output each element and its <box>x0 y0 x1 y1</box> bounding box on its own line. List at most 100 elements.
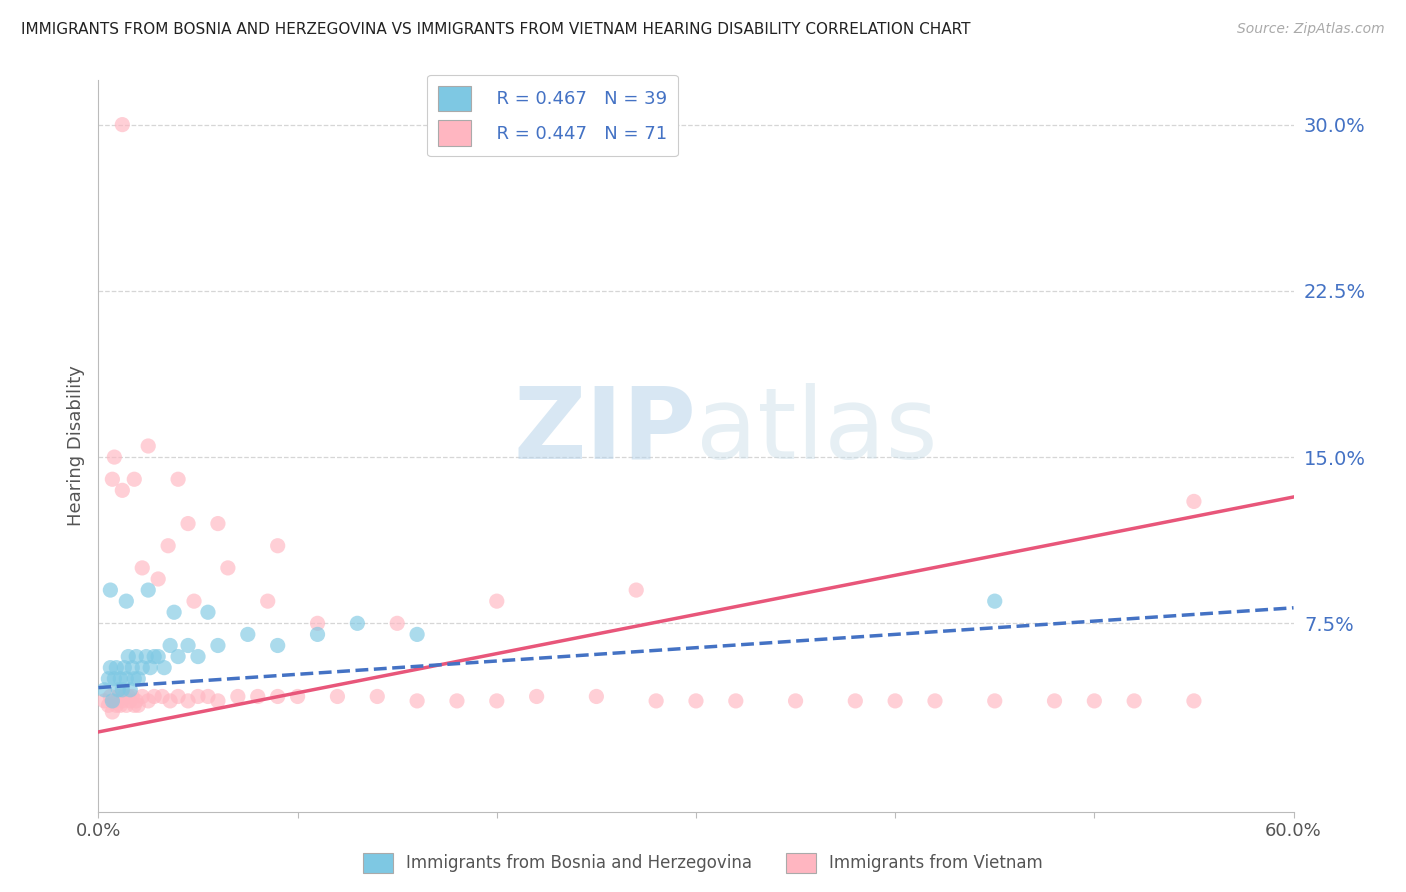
Point <box>136 583 159 598</box>
Point <box>143 649 166 664</box>
Point <box>148 649 170 664</box>
Point <box>136 694 159 708</box>
Legend:   R = 0.467   N = 39,   R = 0.447   N = 71: R = 0.467 N = 39, R = 0.447 N = 71 <box>427 75 678 156</box>
Point <box>124 472 146 486</box>
Point <box>153 660 176 674</box>
Point <box>984 694 1007 708</box>
Point <box>685 694 707 708</box>
Point <box>121 690 143 704</box>
Point <box>111 694 134 708</box>
Point <box>167 649 190 664</box>
Point <box>406 627 429 641</box>
Point <box>163 605 186 619</box>
Point <box>844 694 866 708</box>
Point <box>326 690 349 704</box>
Point <box>112 660 135 674</box>
Point <box>110 672 132 686</box>
Point <box>1083 694 1105 708</box>
Point <box>207 694 229 708</box>
Point <box>135 649 157 664</box>
Text: IMMIGRANTS FROM BOSNIA AND HERZEGOVINA VS IMMIGRANTS FROM VIETNAM HEARING DISABI: IMMIGRANTS FROM BOSNIA AND HERZEGOVINA V… <box>21 22 970 37</box>
Point <box>177 639 200 653</box>
Point <box>645 694 668 708</box>
Point <box>217 561 239 575</box>
Point <box>167 690 190 704</box>
Text: ZIP: ZIP <box>513 383 696 480</box>
Point <box>157 539 180 553</box>
Text: Source: ZipAtlas.com: Source: ZipAtlas.com <box>1237 22 1385 37</box>
Point <box>246 690 269 704</box>
Legend: Immigrants from Bosnia and Herzegovina, Immigrants from Vietnam: Immigrants from Bosnia and Herzegovina, … <box>357 847 1049 880</box>
Point <box>115 698 138 713</box>
Point <box>93 694 115 708</box>
Point <box>101 705 124 719</box>
Point <box>307 616 329 631</box>
Point <box>125 649 148 664</box>
Point <box>115 672 138 686</box>
Point <box>267 639 290 653</box>
Point <box>131 561 153 575</box>
Point <box>124 672 146 686</box>
Point <box>207 639 229 653</box>
Point <box>485 594 508 608</box>
Point <box>101 694 124 708</box>
Point <box>111 682 134 697</box>
Point <box>107 682 129 697</box>
Point <box>385 616 409 631</box>
Point <box>167 472 190 486</box>
Point <box>117 690 139 704</box>
Point <box>111 118 134 132</box>
Point <box>121 660 143 674</box>
Point <box>159 694 181 708</box>
Point <box>526 690 548 704</box>
Point <box>110 698 132 713</box>
Point <box>103 672 125 686</box>
Point <box>1182 494 1205 508</box>
Point <box>366 690 388 704</box>
Point <box>267 690 290 704</box>
Point <box>1123 694 1146 708</box>
Point <box>187 649 209 664</box>
Point <box>112 690 135 704</box>
Point <box>785 694 807 708</box>
Point <box>159 639 181 653</box>
Point <box>117 649 139 664</box>
Point <box>236 627 259 641</box>
Point <box>1182 694 1205 708</box>
Point <box>139 660 162 674</box>
Point <box>120 694 142 708</box>
Point <box>406 694 429 708</box>
Point <box>256 594 278 608</box>
Point <box>124 698 146 713</box>
Point <box>97 672 120 686</box>
Point <box>143 690 166 704</box>
Point <box>585 690 607 704</box>
Point <box>150 690 173 704</box>
Point <box>127 672 149 686</box>
Point <box>98 660 122 674</box>
Point <box>287 690 309 704</box>
Point <box>105 698 128 713</box>
Point <box>97 698 120 713</box>
Point <box>131 660 153 674</box>
Point <box>307 627 329 641</box>
Point <box>136 439 159 453</box>
Point <box>93 682 115 697</box>
Point <box>884 694 907 708</box>
Point <box>125 694 148 708</box>
Text: atlas: atlas <box>696 383 938 480</box>
Point <box>103 450 125 464</box>
Point <box>485 694 508 708</box>
Point <box>924 694 946 708</box>
Point <box>626 583 648 598</box>
Point <box>103 694 125 708</box>
Point <box>148 572 170 586</box>
Point <box>107 690 129 704</box>
Y-axis label: Hearing Disability: Hearing Disability <box>66 366 84 526</box>
Point <box>120 682 142 697</box>
Point <box>127 698 149 713</box>
Point <box>197 690 219 704</box>
Point <box>1043 694 1066 708</box>
Point <box>115 594 138 608</box>
Point <box>183 594 205 608</box>
